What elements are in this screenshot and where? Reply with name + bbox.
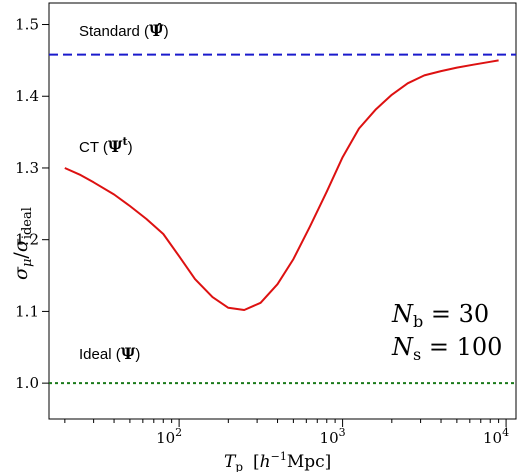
ns-label: Ns = 100 — [391, 333, 502, 364]
y-tick-label: 1.1 — [15, 302, 39, 320]
nb-label: Nb = 30 — [391, 300, 489, 331]
y-tick-label: 1.3 — [15, 159, 39, 177]
x-tick-label: 102 — [156, 426, 182, 447]
y-axis-label: σμ/σideal — [10, 207, 35, 280]
y-axis: 1.0 1.1 1.2 1.3 1.4 1.5 — [15, 16, 49, 392]
reference-lines — [49, 53, 516, 385]
plot-frame — [48, 2, 517, 420]
x-tick-label: 103 — [320, 426, 346, 447]
x-tick-label: 104 — [483, 426, 509, 447]
ideal-label: Ideal (Ψ) — [79, 344, 140, 363]
y-tick-label: 1.5 — [15, 16, 39, 34]
series-group — [64, 59, 499, 311]
x-axis: 102 103 104 — [64, 419, 509, 447]
standard-label: Standard (Ψ̂) — [79, 21, 169, 40]
y-tick-label: 1.0 — [15, 374, 39, 392]
y-tick-label: 1.2 — [15, 231, 39, 249]
y-tick-label: 1.4 — [15, 87, 39, 105]
ct-label: CT (Ψt) — [79, 135, 133, 156]
x-axis-label: Tp [h−1Mpc] — [224, 450, 331, 472]
ct-series-line — [64, 59, 499, 311]
